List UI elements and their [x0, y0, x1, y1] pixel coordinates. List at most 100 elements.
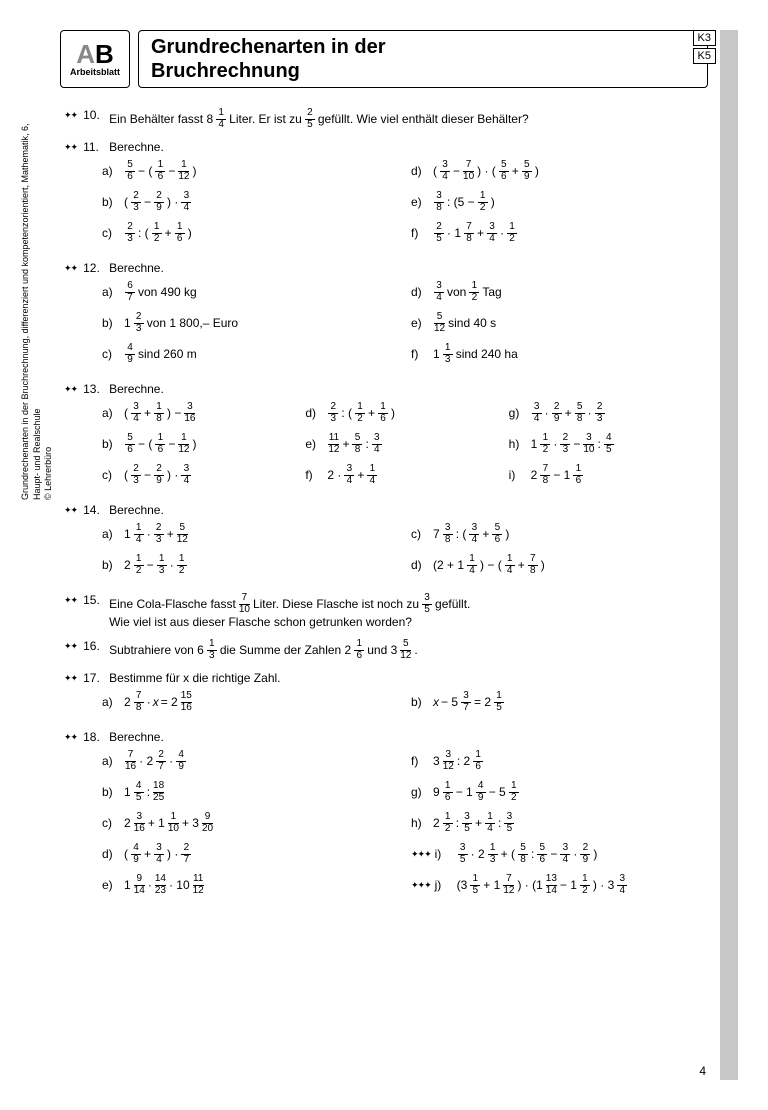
sub-expression: 1914 · 1423 · 101112 [124, 874, 205, 896]
sub-expression: ( 23 − 29 ) · 34 [124, 191, 192, 213]
sub-label: a) [102, 695, 118, 709]
sub-item: e)1914 · 1423 · 101112 [102, 872, 391, 898]
sub-expression: 67 von 490 kg [124, 281, 197, 303]
sub-item: d)23 : ( 12 + 16 ) [305, 400, 496, 426]
sub-label: f) [411, 754, 427, 768]
k-label-2: K5 [693, 48, 716, 64]
sub-label: d) [411, 164, 427, 178]
sub-item: d) ( 49 + 34 ) · 27 [102, 841, 391, 867]
title-line-2: Bruchrechnung [151, 59, 695, 83]
sub-label: a) [102, 754, 118, 768]
exercise-11-items: a)56 − ( 16 − 112 ) d)( 34 − 710 ) · ( 56… [64, 158, 700, 251]
sub-expression: 113 sind 240 ha [433, 343, 518, 365]
sub-expression: 3312 : 216 [433, 750, 484, 772]
sub-item: b)56 − ( 16 − 112 ) [102, 431, 293, 457]
sub-expression: 34 von 12 Tag [433, 281, 502, 303]
sub-item: ✦✦✦j)(315 + 1712 ) · (11314 − 112 ) · 33… [411, 872, 700, 898]
sub-item: b)( 23 − 29 ) · 34 [102, 189, 391, 215]
sub-label: h) [509, 437, 525, 451]
puzzle-icon: ✦✦ [64, 733, 77, 742]
sub-expression: 123 von 1 800,– Euro [124, 312, 238, 334]
exercise-13: ✦✦ 13. Berechne. a)( 34 + 18 ) − 316d)23… [64, 382, 700, 493]
sub-item: a)56 − ( 16 − 112 ) [102, 158, 391, 184]
sub-expression: 738 : ( 34 + 56 ) [433, 523, 509, 545]
sub-expression: 212 − 13 · 12 [124, 554, 188, 576]
exercise-18: ✦✦ 18. Berechne. a)716 · 227 · 49f)3312 … [64, 730, 700, 903]
sub-label: e) [411, 316, 427, 330]
sub-expression: 145 : 1825 [124, 781, 165, 803]
sub-label: b) [411, 695, 427, 709]
sub-item: c) 738 : ( 34 + 56 ) [411, 521, 700, 547]
sub-item: b) 212 − 13 · 12 [102, 552, 391, 578]
exercise-16: ✦✦ 16. Subtrahiere von 6 13 die Summe de… [64, 639, 700, 661]
exercise-number: 10. [83, 108, 105, 122]
sub-item: d) 34 von 12 Tag [411, 279, 700, 305]
sub-label: j) [435, 878, 451, 892]
sub-expression: 23 : ( 12 + 16 ) [124, 222, 192, 244]
sub-item: e) 512 sind 40 s [411, 310, 700, 336]
sub-label: g) [509, 406, 525, 420]
sub-label: d) [102, 847, 118, 861]
puzzle-icon: ✦✦ [64, 111, 77, 120]
sub-item: e) 1112 + 58 : 34 [305, 431, 496, 457]
logo-subtitle: Arbeitsblatt [70, 67, 120, 77]
sub-expression: 56 − ( 16 − 112 ) [124, 433, 196, 455]
sub-label: a) [102, 406, 118, 420]
sub-expression: 112 · 23 − 310 : 45 [531, 433, 615, 455]
sub-item: h)212 : 35 + 14 : 35 [411, 810, 700, 836]
header: AB Arbeitsblatt Grundrechenarten in der … [60, 30, 728, 88]
sub-expression: 278 · x = 21516 [124, 691, 193, 713]
sub-item: i)278 − 116 [509, 462, 700, 488]
sub-item: c)2316 + 1110 + 3920 [102, 810, 391, 836]
sub-item: f)2 · 34 + 14 [305, 462, 496, 488]
content: ✦✦ 10. Ein Behälter fasst 8 14 Liter. Er… [60, 108, 728, 903]
sub-label: b) [102, 785, 118, 799]
exercise-13-items: a)( 34 + 18 ) − 316d)23 : ( 12 + 16 )g)3… [64, 400, 700, 493]
exercise-14: ✦✦ 14. Berechne. a)114 · 23 + 512c)738 :… [64, 503, 700, 583]
puzzle-icon: ✦✦ [64, 385, 77, 394]
hard-icon: ✦✦✦ [411, 849, 431, 860]
sub-item: f) 113 sind 240 ha [411, 341, 700, 367]
sub-item: c)23 : ( 12 + 16 ) [102, 220, 391, 246]
sub-expression: 49 sind 260 m [124, 343, 197, 365]
sub-expression: ( 49 + 34 ) · 27 [124, 843, 192, 865]
sub-item: a)67 von 490 kg [102, 279, 391, 305]
sub-item: a) 278 · x = 21516 [102, 689, 391, 715]
sub-expression: (2 + 114 ) − ( 14 + 78 ) [433, 554, 545, 576]
sub-item: c)( 23 − 29 ) · 34 [102, 462, 293, 488]
sub-item: h) 112 · 23 − 310 : 45 [509, 431, 700, 457]
sub-label: f) [411, 347, 427, 361]
sub-expression: x − 537 = 215 [433, 691, 505, 713]
sub-item: e)38 : (5 − 12 ) [411, 189, 700, 215]
sub-expression: (315 + 1712 ) · (11314 − 112 ) · 334 [457, 874, 629, 896]
sub-label: d) [411, 285, 427, 299]
sub-label: i) [509, 468, 525, 482]
sub-item: b) 145 : 1825 [102, 779, 391, 805]
sub-expression: 56 − ( 16 − 112 ) [124, 160, 196, 182]
sub-label: g) [411, 785, 427, 799]
sub-expression: 114 · 23 + 512 [124, 523, 189, 545]
sub-label: c) [102, 347, 118, 361]
logo-box: AB Arbeitsblatt [60, 30, 130, 88]
puzzle-icon: ✦✦ [64, 674, 77, 683]
sub-expression: 25 · 178 + 34 · 12 [433, 222, 518, 244]
exercise-12-items: a)67 von 490 kg d) 34 von 12 Tag b)123 von … [64, 279, 700, 372]
sub-item: b)123 von 1 800,– Euro [102, 310, 391, 336]
puzzle-icon: ✦✦ [64, 596, 77, 605]
sub-label: h) [411, 816, 427, 830]
exercise-17: ✦✦ 17. Bestimme für x die richtige Zahl.… [64, 671, 700, 720]
exercise-15: ✦✦ 15. Eine Cola-Flasche fasst 710 Liter… [64, 593, 700, 629]
sub-item: b) x − 537 = 215 [411, 689, 700, 715]
sub-expression: 512 sind 40 s [433, 312, 496, 334]
sub-label: b) [102, 558, 118, 572]
sub-item: d)( 34 − 710 ) · ( 56 + 59 ) [411, 158, 700, 184]
sub-expression: 1112 + 58 : 34 [327, 433, 382, 455]
sub-label: e) [305, 437, 321, 451]
logo-ab: AB [76, 41, 114, 67]
sub-label: d) [305, 406, 321, 420]
title-box: Grundrechenarten in der Bruchrechnung [138, 30, 708, 88]
sub-item: f)25 · 178 + 34 · 12 [411, 220, 700, 246]
sub-label: c) [411, 527, 427, 541]
sub-item: c) 49 sind 260 m [102, 341, 391, 367]
puzzle-icon: ✦✦ [64, 143, 77, 152]
